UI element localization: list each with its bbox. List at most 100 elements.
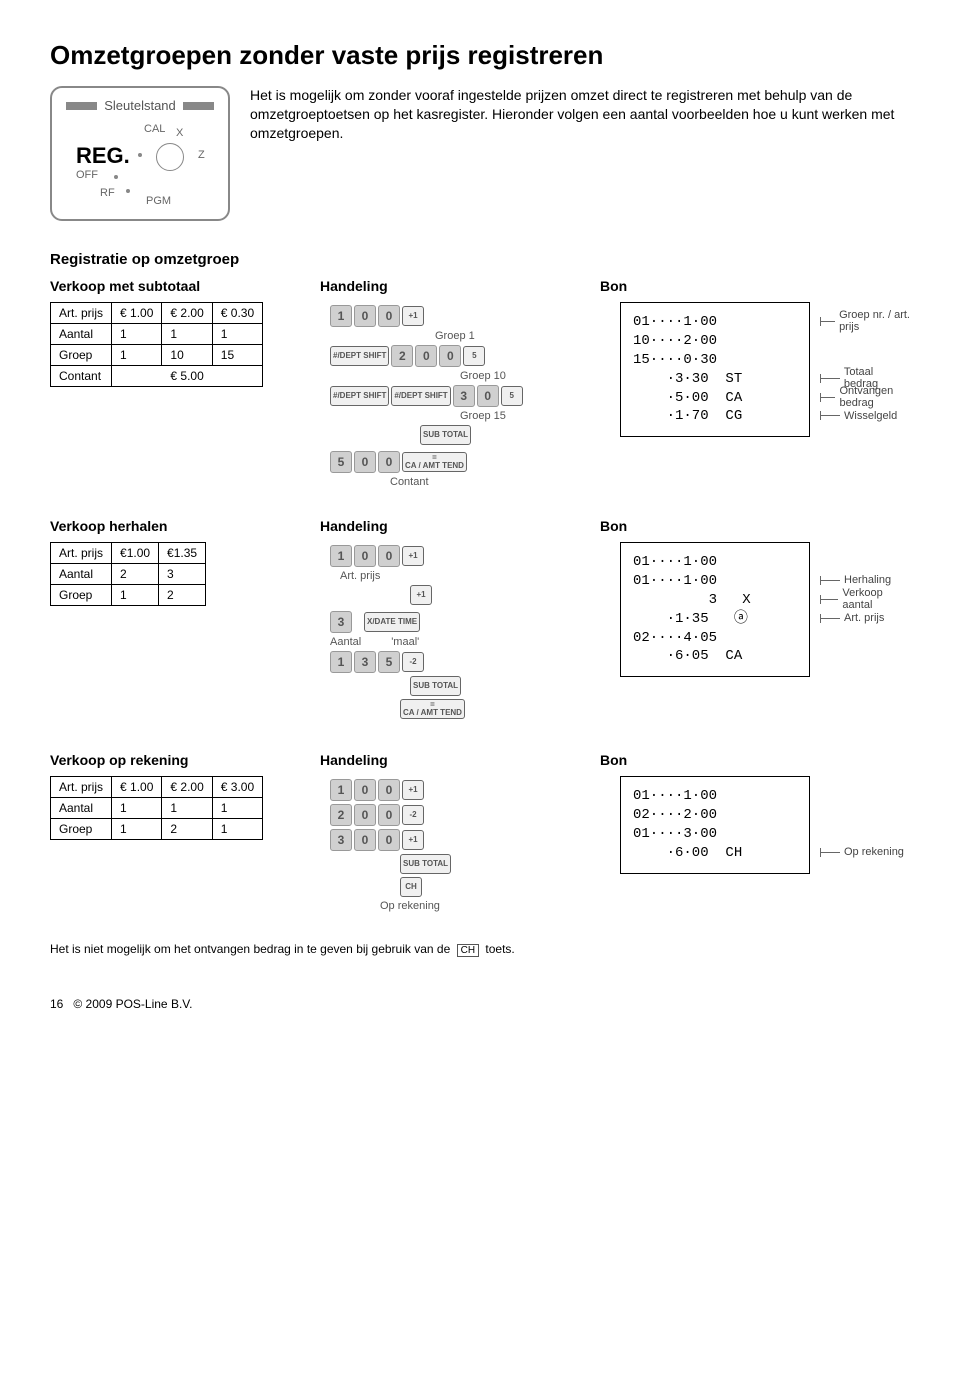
footer: 16 © 2009 POS-Line B.V. [50,997,910,1011]
intro-text: Het is mogelijk om zonder vooraf ingeste… [250,86,910,143]
t1-r2-c1: 1 [112,324,162,345]
example1-bon: 01····1·00 10····2·00 15····0·30 ·3·30 S… [620,302,810,437]
key-1: 1 [330,305,352,327]
dial-x: X [176,127,183,139]
dial-cal: CAL [144,123,165,135]
example1-handling: 1 0 0 +1 Groep 1 #/DEPT SHIFT 2 0 0 5 Gr… [330,302,610,488]
t1-r3-c3: 15 [212,345,262,366]
t1-contant: € 5.00 [112,366,263,387]
label-g15: Groep 15 [460,410,610,422]
t3-r1-label: Art. prijs [51,777,112,798]
e2-maal: 'maal' [391,636,419,648]
example2-bon: 01····1·00 01····1·00 3 X ·1·35 ⓐ 02····… [620,542,810,677]
e3-key-1: 1 [330,779,352,801]
t2-r3-label: Groep [51,585,112,606]
t1-r1-c1: € 1.00 [112,303,162,324]
t3-r2-c2: 1 [162,798,212,819]
t1-r3-c1: 1 [112,345,162,366]
e3-oprek: Op rekening [380,900,610,912]
e2-aantal: Aantal [330,636,361,648]
t1-r1-label: Art. prijs [51,303,112,324]
t3-r3-c2: 2 [162,819,212,840]
e3-key-sub: SUB TOTAL [400,854,451,874]
foot-post: toets. [485,942,514,956]
t2-r1-label: Art. prijs [51,543,112,564]
footer-copyright: © 2009 POS-Line B.V. [73,997,192,1011]
label-g1: Groep 1 [435,330,610,342]
t2-r2-c2: 3 [159,564,206,585]
e3-key-p1b: +1 [402,830,424,850]
e3-key-0: 0 [354,779,376,801]
col-bon: Bon [600,278,910,294]
dial-z: Z [198,149,205,161]
example3-bon-wrap: 01····1·00 02····2·00 01····3·00 ·6·00 C… [620,776,910,874]
example2-table-wrap: Art. prijs €1.00 €1.35 Aantal 2 3 Groep … [50,542,320,606]
col-handeling: Handeling [320,278,600,294]
example3-table: Art. prijs € 1.00 € 2.00 € 3.00 Aantal 1… [50,776,263,840]
key-subtotal: SUB TOTAL [420,425,471,445]
example2-bon-notes: HerhalingVerkoop aantalArt. prijs [820,542,910,665]
label-g10: Groep 10 [460,370,610,382]
e2-artprijs: Art. prijs [340,570,610,582]
example2-table: Art. prijs €1.00 €1.35 Aantal 2 3 Groep … [50,542,206,606]
t3-r1-c1: € 1.00 [112,777,162,798]
t3-r1-c3: € 3.00 [212,777,262,798]
intro-row: Sleutelstand REG. CAL X Z OFF RF PGM Het… [50,86,910,221]
section-title: Registratie op omzetgroep [50,251,910,268]
key-0e: 0 [477,385,499,407]
example2-handling: 1 0 0 +1 Art. prijs +1 3 X/DATE TIME Aan… [330,542,610,722]
key-dept3: #/DEPT SHIFT [391,386,450,406]
t3-r2-c3: 1 [212,798,262,819]
e3-key-0b: 0 [378,779,400,801]
example3-table-wrap: Art. prijs € 1.00 € 2.00 € 3.00 Aantal 1… [50,776,320,840]
example3-bon-notes: Op rekening [820,776,904,862]
t1-r2-c3: 1 [212,324,262,345]
t1-r2-c2: 1 [162,324,212,345]
foot-note: Het is niet mogelijk om het ontvangen be… [50,942,910,957]
e2-key-3: 3 [330,611,352,633]
example2-left-title: Verkoop herhalen [50,518,320,534]
example2-bon-wrap: 01····1·00 01····1·00 3 X ·1·35 ⓐ 02····… [620,542,910,677]
dial-rf: RF [100,187,115,199]
e3-key-p1: +1 [402,780,424,800]
e2-key-3b: 3 [354,651,376,673]
key-3: 3 [453,385,475,407]
col-handeling-2: Handeling [320,518,600,534]
t3-r3-label: Groep [51,819,112,840]
col-bon-3: Bon [600,752,910,768]
e2-key-xdate: X/DATE TIME [364,612,420,632]
dial-reg: REG. [76,143,130,169]
t3-r3-c1: 1 [112,819,162,840]
example1-table: Art. prijs € 1.00 € 2.00 € 0.30 Aantal 1… [50,302,263,387]
foot-pre: Het is niet mogelijk om het ontvangen be… [50,942,450,956]
key-0d: 0 [439,345,461,367]
t1-r3-label: Groep [51,345,112,366]
t2-r1-c1: €1.00 [112,543,159,564]
example1-bon-wrap: 01····1·00 10····2·00 15····0·30 ·3·30 S… [620,302,910,437]
e3-key-0e: 0 [354,829,376,851]
page-title: Omzetgroepen zonder vaste prijs registre… [50,40,910,71]
e2-key-catend: = CA / AMT TEND [400,699,465,719]
example3-left-title: Verkoop op rekening [50,752,320,768]
example2: Art. prijs €1.00 €1.35 Aantal 2 3 Groep … [50,542,910,722]
key-0g: 0 [378,451,400,473]
key-0c: 0 [415,345,437,367]
key-2: 2 [391,345,413,367]
col-bon-2: Bon [600,518,910,534]
e3-key-3: 3 [330,829,352,851]
key-catend: = CA / AMT TEND [402,452,467,472]
t1-r1-c2: € 2.00 [162,303,212,324]
t3-r2-c1: 1 [112,798,162,819]
e2-key-plus1b: +1 [410,585,432,605]
example1: Art. prijs € 1.00 € 2.00 € 0.30 Aantal 1… [50,302,910,488]
e3-key-0f: 0 [378,829,400,851]
key-0f: 0 [354,451,376,473]
key-5c: 5 [330,451,352,473]
dial-off: OFF [76,169,98,181]
t1-r1-c3: € 0.30 [212,303,262,324]
e3-key-ch: CH [400,877,422,897]
foot-key: CH [457,944,479,957]
t3-r3-c3: 1 [212,819,262,840]
key-5b: 5 [501,386,523,406]
col-handeling-3: Handeling [320,752,600,768]
